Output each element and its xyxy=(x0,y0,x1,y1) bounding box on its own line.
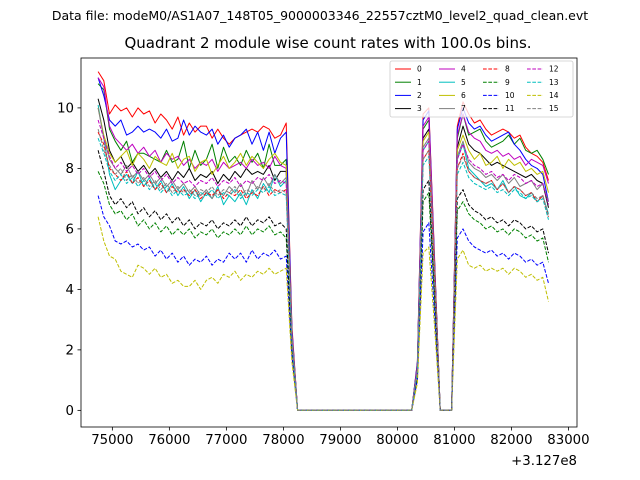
legend-label-10: 10 xyxy=(505,91,515,100)
legend-label-14: 14 xyxy=(549,91,559,100)
x-tick-label: 81000 xyxy=(433,433,475,448)
y-tick-label: 10 xyxy=(57,101,74,116)
x-offset-label: +3.127e8 xyxy=(511,454,577,469)
legend-label-7: 7 xyxy=(461,104,466,113)
x-tick-label: 80000 xyxy=(376,433,418,448)
legend-label-6: 6 xyxy=(461,91,466,100)
series-lines xyxy=(97,71,549,411)
legend-box xyxy=(389,60,574,118)
legend-label-15: 15 xyxy=(549,104,559,113)
series-line-10 xyxy=(97,195,549,411)
series-line-12 xyxy=(97,119,549,411)
x-tick-label: 83000 xyxy=(547,433,589,448)
x-tick-label: 78000 xyxy=(262,433,304,448)
y-tick-label: 2 xyxy=(66,343,74,358)
series-line-8 xyxy=(97,131,549,411)
x-tick-label: 77000 xyxy=(205,433,247,448)
series-line-9 xyxy=(97,171,549,411)
series-line-6 xyxy=(97,107,549,411)
legend-label-13: 13 xyxy=(549,78,559,87)
legend-label-3: 3 xyxy=(417,104,422,113)
legend-label-5: 5 xyxy=(461,78,466,87)
legend-label-2: 2 xyxy=(417,91,422,100)
series-line-13 xyxy=(97,138,549,411)
y-tick-label: 8 xyxy=(66,162,74,177)
legend-label-1: 1 xyxy=(417,78,422,87)
series-line-14 xyxy=(97,216,549,411)
series-line-0 xyxy=(97,71,549,411)
figure-suptitle: Data file: modeM0/AS1A07_148T05_90000033… xyxy=(51,8,589,23)
y-tick-label: 4 xyxy=(66,283,74,298)
x-tick-label: 76000 xyxy=(148,433,190,448)
legend-label-0: 0 xyxy=(417,65,422,74)
legend-label-8: 8 xyxy=(505,65,510,74)
axes: 75000 76000 77000 78000 79000 80000 81000 82000… xyxy=(57,57,590,469)
y-tick-label: 0 xyxy=(66,404,74,419)
x-tick-label: 79000 xyxy=(319,433,361,448)
y-tick-label: 6 xyxy=(66,222,74,237)
x-tick-label: 82000 xyxy=(490,433,532,448)
series-line-2 xyxy=(97,77,549,411)
chart-title: Quadrant 2 module wise count rates with … xyxy=(124,34,532,52)
series-line-3 xyxy=(97,98,549,411)
plot-frame xyxy=(80,57,578,428)
legend-label-12: 12 xyxy=(549,65,559,74)
legend-label-11: 11 xyxy=(505,104,515,113)
legend-label-4: 4 xyxy=(461,65,466,74)
series-line-7 xyxy=(97,107,549,411)
legend-label-9: 9 xyxy=(505,78,510,87)
series-line-11 xyxy=(97,150,549,411)
x-tick-label: 75000 xyxy=(91,433,133,448)
series-line-15 xyxy=(97,128,549,411)
series-line-1 xyxy=(97,83,549,411)
